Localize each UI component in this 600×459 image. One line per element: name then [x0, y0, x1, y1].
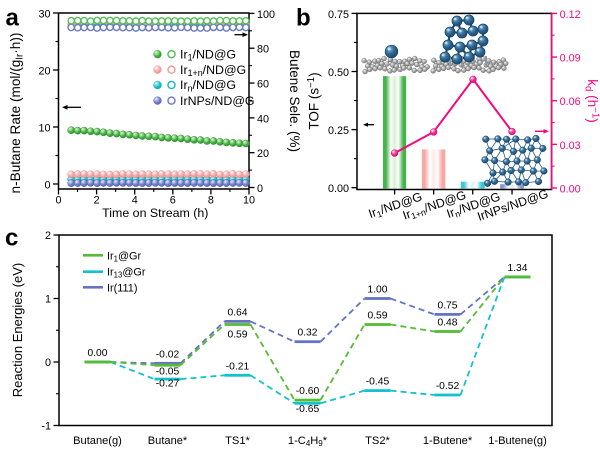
- svg-text:0.06: 0.06: [560, 96, 581, 108]
- svg-text:-0.27: -0.27: [156, 379, 180, 390]
- svg-text:Reaction Energies (eV): Reaction Energies (eV): [10, 263, 25, 397]
- svg-text:0.00: 0.00: [328, 183, 349, 195]
- svg-text:0: 0: [45, 357, 51, 369]
- svg-text:80: 80: [257, 44, 269, 56]
- svg-text:0.64: 0.64: [227, 307, 247, 318]
- svg-text:IrNPs/ND@G: IrNPs/ND@G: [180, 94, 255, 108]
- svg-text:0: 0: [55, 195, 61, 207]
- svg-text:0.50: 0.50: [328, 67, 349, 79]
- svg-text:2: 2: [45, 230, 51, 242]
- svg-text:c: c: [5, 225, 18, 252]
- svg-text:-0.60: -0.60: [296, 386, 320, 397]
- svg-text:20: 20: [38, 66, 50, 78]
- svg-text:0: 0: [44, 180, 50, 192]
- svg-text:0.25: 0.25: [328, 125, 349, 137]
- svg-text:1: 1: [45, 294, 51, 306]
- svg-text:-0.05: -0.05: [156, 367, 180, 378]
- svg-text:1.00: 1.00: [367, 285, 387, 296]
- svg-text:30: 30: [38, 9, 50, 21]
- svg-text:TS2*: TS2*: [365, 435, 390, 447]
- svg-text:100: 100: [257, 9, 275, 21]
- svg-text:-0.02: -0.02: [156, 349, 180, 360]
- svg-text:-0.45: -0.45: [366, 377, 390, 388]
- svg-text:1-Butene*: 1-Butene*: [423, 435, 473, 447]
- svg-text:Ir(111): Ir(111): [107, 282, 137, 294]
- svg-text:Time on Stream (h): Time on Stream (h): [102, 206, 208, 220]
- svg-text:TS1*: TS1*: [225, 435, 250, 447]
- svg-text:10: 10: [243, 195, 255, 207]
- svg-text:-0.21: -0.21: [226, 361, 250, 372]
- svg-text:-1: -1: [41, 421, 51, 433]
- svg-text:60: 60: [257, 79, 269, 91]
- svg-text:Butane*: Butane*: [148, 435, 188, 447]
- svg-text:a: a: [6, 5, 20, 32]
- svg-text:0.75: 0.75: [328, 9, 349, 21]
- svg-text:0.59: 0.59: [367, 311, 387, 322]
- svg-text:0.32: 0.32: [297, 328, 317, 339]
- svg-text:40: 40: [257, 113, 269, 125]
- svg-text:0.75: 0.75: [437, 300, 457, 311]
- svg-text:4: 4: [132, 195, 138, 207]
- svg-text:Butene Sele. (%): Butene Sele. (%): [287, 50, 302, 152]
- svg-text:10: 10: [38, 123, 50, 135]
- svg-text:20: 20: [257, 148, 269, 160]
- svg-text:Ir13@Gr: Ir13@Gr: [107, 267, 146, 280]
- svg-text:0.12: 0.12: [560, 9, 581, 21]
- svg-text:2: 2: [94, 195, 100, 207]
- svg-text:0.00: 0.00: [87, 348, 107, 359]
- svg-text:0.00: 0.00: [560, 184, 581, 196]
- svg-text:0.48: 0.48: [437, 318, 457, 329]
- svg-text:Butane(g): Butane(g): [73, 435, 122, 447]
- svg-text:8: 8: [208, 195, 214, 207]
- svg-text:b: b: [296, 5, 311, 32]
- svg-text:1-Butene(g): 1-Butene(g): [488, 435, 547, 447]
- svg-text:-0.65: -0.65: [296, 404, 320, 415]
- svg-text:0.59: 0.59: [227, 330, 247, 341]
- svg-text:0: 0: [257, 183, 263, 195]
- svg-text:-0.52: -0.52: [436, 381, 460, 392]
- svg-text:Ir1@Gr: Ir1@Gr: [107, 250, 142, 263]
- svg-text:0.09: 0.09: [560, 53, 581, 65]
- svg-text:0.03: 0.03: [560, 140, 581, 152]
- svg-text:1.34: 1.34: [507, 263, 527, 274]
- svg-text:6: 6: [170, 195, 176, 207]
